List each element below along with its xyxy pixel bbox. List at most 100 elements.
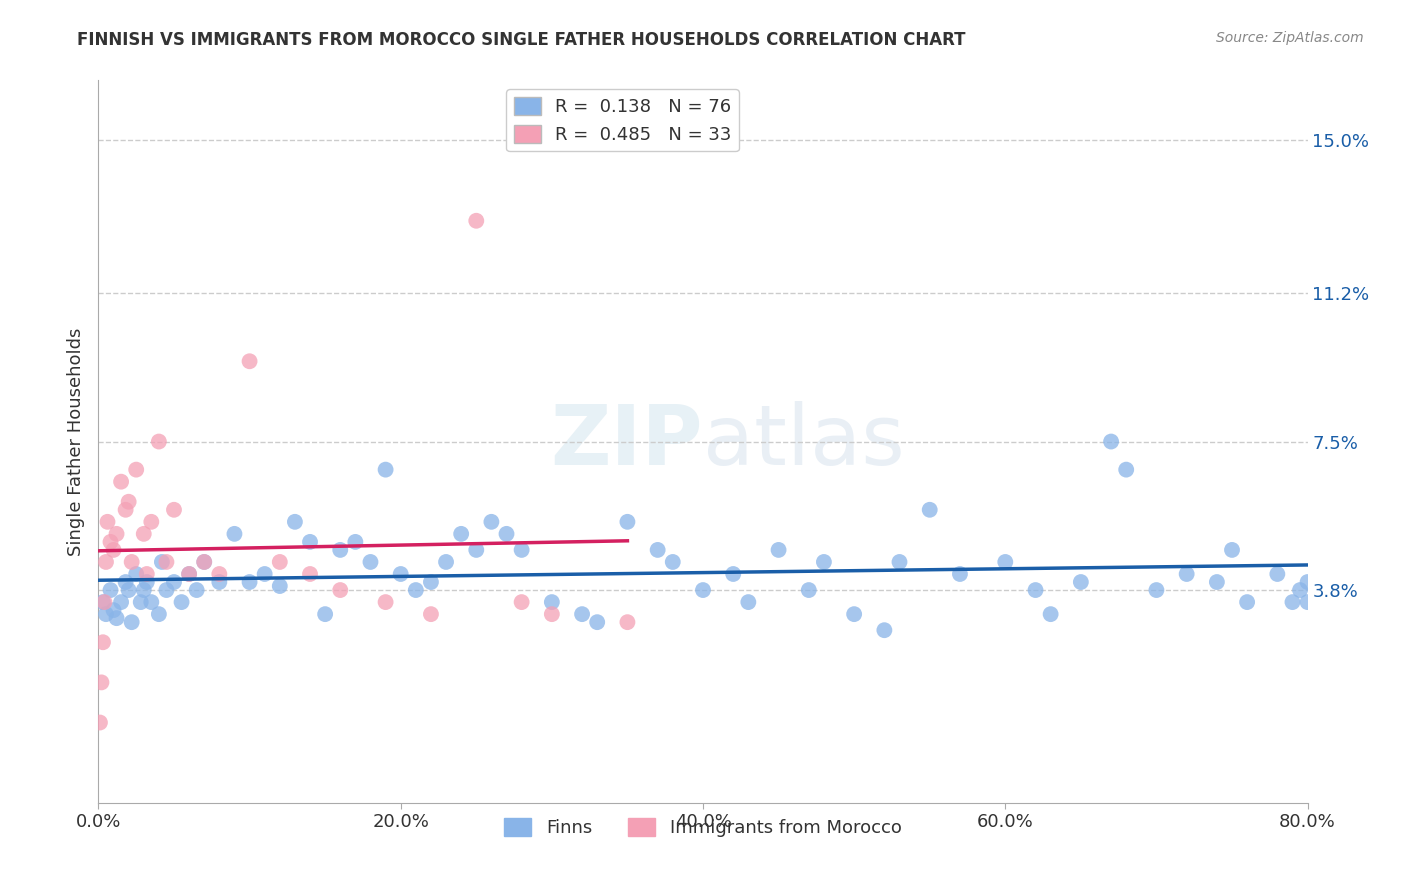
Point <box>1115 462 1137 476</box>
Point <box>269 555 291 569</box>
Point <box>90 675 112 690</box>
Point <box>118 494 141 508</box>
Point <box>103 542 125 557</box>
Point <box>314 607 336 622</box>
Point <box>110 595 132 609</box>
Point <box>114 575 136 590</box>
Point <box>208 567 231 582</box>
Point <box>481 515 503 529</box>
Point <box>163 575 186 590</box>
Point <box>949 567 972 582</box>
Point <box>1289 583 1312 598</box>
Point <box>239 575 262 590</box>
Point <box>299 567 322 582</box>
Point <box>1206 575 1229 590</box>
Point <box>420 607 443 622</box>
Point <box>114 503 136 517</box>
Point <box>193 555 215 569</box>
Point <box>1175 567 1198 582</box>
Point <box>540 595 562 609</box>
Point <box>405 583 427 598</box>
Point <box>737 595 759 609</box>
Point <box>118 583 141 598</box>
Point <box>586 615 609 630</box>
Point <box>135 575 157 590</box>
Text: atlas: atlas <box>703 401 904 482</box>
Point <box>889 555 911 569</box>
Point <box>844 607 866 622</box>
Text: ZIP: ZIP <box>551 401 703 482</box>
Point <box>179 567 201 582</box>
Point <box>540 607 562 622</box>
Point <box>155 583 177 598</box>
Point <box>150 555 173 569</box>
Point <box>1236 595 1258 609</box>
Point <box>105 526 128 541</box>
Text: FINNISH VS IMMIGRANTS FROM MOROCCO SINGLE FATHER HOUSEHOLDS CORRELATION CHART: FINNISH VS IMMIGRANTS FROM MOROCCO SINGL… <box>77 31 966 49</box>
Point <box>100 583 122 598</box>
Point <box>94 555 117 569</box>
Point <box>208 575 231 590</box>
Point <box>495 526 517 541</box>
Point <box>129 595 152 609</box>
Point <box>269 579 291 593</box>
Point <box>96 515 118 529</box>
Point <box>374 595 396 609</box>
Point <box>1039 607 1062 622</box>
Point <box>299 535 322 549</box>
Point <box>918 503 941 517</box>
Point <box>1296 575 1319 590</box>
Point <box>420 575 443 590</box>
Point <box>465 542 488 557</box>
Point <box>135 567 157 582</box>
Point <box>571 607 593 622</box>
Point <box>121 555 143 569</box>
Point <box>723 567 745 582</box>
Point <box>1281 595 1303 609</box>
Point <box>93 595 115 609</box>
Point <box>186 583 208 598</box>
Point <box>163 503 186 517</box>
Point <box>125 567 148 582</box>
Point <box>193 555 215 569</box>
Point <box>155 555 177 569</box>
Point <box>1220 542 1243 557</box>
Point <box>179 567 201 582</box>
Point <box>344 535 367 549</box>
Point <box>100 535 122 549</box>
Point <box>329 542 352 557</box>
Point <box>148 434 170 449</box>
Point <box>148 607 170 622</box>
Point <box>434 555 457 569</box>
Point <box>873 623 896 637</box>
Point <box>813 555 835 569</box>
Point <box>91 595 114 609</box>
Point <box>91 635 114 649</box>
Point <box>110 475 132 489</box>
Point <box>374 462 396 476</box>
Text: Source: ZipAtlas.com: Source: ZipAtlas.com <box>1216 31 1364 45</box>
Point <box>141 595 163 609</box>
Point <box>661 555 683 569</box>
Y-axis label: Single Father Households: Single Father Households <box>66 327 84 556</box>
Point <box>510 542 533 557</box>
Point <box>121 615 143 630</box>
Point <box>768 542 790 557</box>
Point <box>253 567 276 582</box>
Point <box>1024 583 1046 598</box>
Point <box>510 595 533 609</box>
Point <box>616 515 638 529</box>
Point <box>360 555 382 569</box>
Point <box>125 462 148 476</box>
Point <box>1146 583 1168 598</box>
Point <box>329 583 352 598</box>
Point <box>616 615 638 630</box>
Legend: Finns, Immigrants from Morocco: Finns, Immigrants from Morocco <box>498 811 908 845</box>
Point <box>105 611 128 625</box>
Point <box>1267 567 1289 582</box>
Point <box>450 526 472 541</box>
Point <box>797 583 820 598</box>
Point <box>692 583 714 598</box>
Point <box>132 583 155 598</box>
Point <box>465 213 488 227</box>
